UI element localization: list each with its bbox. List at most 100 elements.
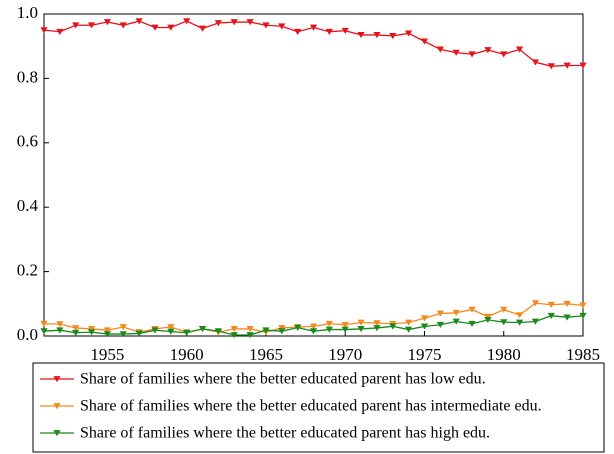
x-tick-label: 1965 bbox=[249, 345, 283, 364]
point-marker bbox=[309, 323, 318, 330]
point-marker bbox=[452, 309, 460, 317]
point-marker bbox=[56, 321, 64, 328]
legend-marker bbox=[53, 430, 61, 437]
point-marker bbox=[246, 19, 254, 26]
point-marker bbox=[484, 317, 492, 324]
point-marker bbox=[72, 325, 80, 332]
point-marker bbox=[103, 327, 112, 334]
point-marker bbox=[198, 326, 207, 333]
point-marker bbox=[531, 300, 540, 307]
point-marker bbox=[325, 320, 333, 328]
legend-label: Share of families where the better educa… bbox=[80, 425, 490, 442]
point-marker bbox=[183, 18, 191, 25]
point-marker bbox=[468, 51, 476, 58]
point-marker bbox=[119, 331, 127, 338]
y-tick-label: 0.2 bbox=[17, 261, 38, 280]
point-marker bbox=[563, 314, 571, 321]
point-marker bbox=[87, 326, 96, 333]
point-marker bbox=[405, 326, 413, 333]
legend-box bbox=[32, 362, 605, 453]
point-marker bbox=[278, 23, 286, 30]
point-marker bbox=[436, 321, 444, 328]
point-marker bbox=[484, 47, 492, 54]
point-marker bbox=[135, 18, 143, 25]
point-marker bbox=[167, 324, 175, 331]
point-marker bbox=[420, 38, 429, 45]
legend-label: Share of families where the better educa… bbox=[80, 371, 486, 388]
point-marker bbox=[119, 324, 127, 331]
point-marker bbox=[294, 324, 302, 331]
point-marker bbox=[198, 25, 207, 32]
point-marker bbox=[563, 62, 571, 69]
point-marker bbox=[452, 318, 460, 325]
x-tick-label: 1970 bbox=[328, 345, 362, 364]
point-marker bbox=[87, 22, 96, 29]
y-tick-label: 0.8 bbox=[17, 67, 38, 86]
point-marker bbox=[214, 20, 222, 27]
point-marker bbox=[531, 59, 540, 66]
point-marker bbox=[484, 313, 492, 320]
point-marker bbox=[452, 49, 460, 56]
point-marker bbox=[135, 330, 143, 337]
x-tick-label: 1985 bbox=[566, 345, 600, 364]
point-marker bbox=[389, 33, 397, 40]
y-tick-label: 0.0 bbox=[17, 325, 38, 344]
point-marker bbox=[531, 318, 540, 325]
point-marker bbox=[341, 321, 349, 328]
point-marker bbox=[119, 22, 127, 29]
point-marker bbox=[341, 27, 349, 34]
point-marker bbox=[167, 24, 175, 31]
point-marker bbox=[405, 319, 413, 326]
point-marker bbox=[563, 300, 571, 308]
point-marker bbox=[389, 323, 397, 330]
point-marker bbox=[309, 328, 318, 335]
point-marker bbox=[500, 306, 508, 313]
x-tick-label: 1975 bbox=[407, 345, 441, 364]
legend-label: Share of families where the better educa… bbox=[80, 398, 542, 415]
point-marker bbox=[547, 312, 555, 319]
legend-marker bbox=[53, 403, 61, 410]
point-marker bbox=[468, 306, 476, 313]
point-marker bbox=[420, 315, 429, 322]
plot-frame bbox=[43, 13, 584, 337]
point-marker bbox=[357, 319, 365, 326]
point-marker bbox=[325, 326, 333, 333]
point-marker bbox=[87, 329, 96, 336]
point-marker bbox=[278, 325, 286, 332]
point-marker bbox=[56, 327, 64, 334]
point-marker bbox=[40, 27, 48, 34]
point-marker bbox=[579, 62, 587, 69]
point-marker bbox=[246, 326, 254, 333]
y-tick-label: 0.4 bbox=[17, 196, 39, 215]
point-marker bbox=[420, 323, 429, 330]
point-marker bbox=[515, 312, 524, 319]
point-marker bbox=[515, 319, 524, 326]
point-marker bbox=[103, 19, 112, 26]
point-marker bbox=[230, 19, 238, 26]
point-marker bbox=[262, 327, 270, 334]
point-marker bbox=[40, 328, 48, 335]
point-marker bbox=[278, 328, 286, 335]
point-marker bbox=[246, 332, 254, 339]
point-marker bbox=[230, 326, 238, 333]
point-marker bbox=[373, 320, 381, 327]
point-marker bbox=[547, 63, 555, 70]
point-marker bbox=[468, 320, 476, 328]
point-marker bbox=[341, 326, 349, 333]
point-marker bbox=[405, 30, 413, 37]
point-marker bbox=[357, 326, 365, 333]
point-marker bbox=[373, 325, 381, 332]
point-marker bbox=[72, 22, 80, 29]
legend-marker bbox=[53, 376, 61, 383]
y-tick-label: 1.0 bbox=[17, 3, 38, 22]
point-marker bbox=[151, 327, 159, 334]
point-marker bbox=[56, 28, 64, 35]
point-marker bbox=[230, 332, 238, 339]
point-marker bbox=[515, 46, 524, 53]
point-marker bbox=[373, 32, 381, 39]
point-marker bbox=[309, 24, 318, 31]
x-tick-label: 1960 bbox=[170, 345, 204, 364]
point-marker bbox=[357, 32, 365, 39]
